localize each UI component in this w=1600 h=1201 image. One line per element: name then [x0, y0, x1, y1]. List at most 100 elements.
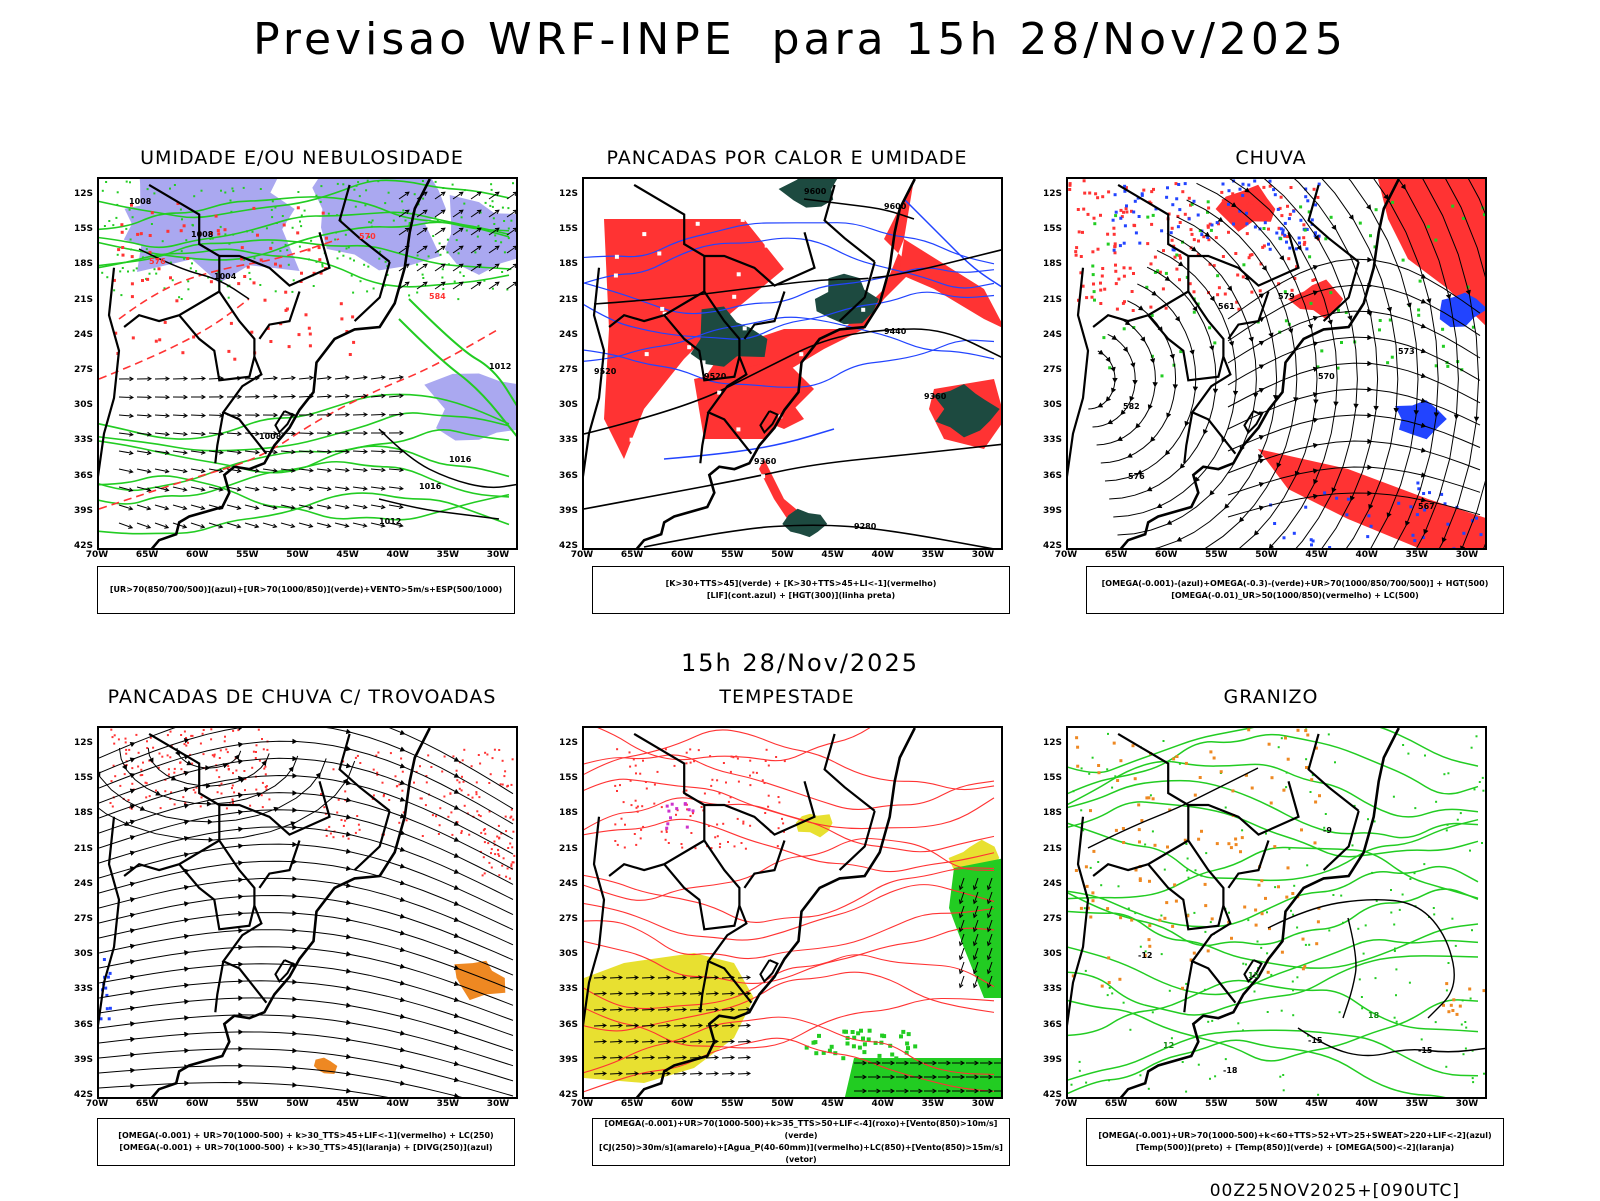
lat-tick-label: 36S — [65, 471, 93, 481]
map-tempestade[interactable] — [582, 726, 1003, 1099]
contour-label: -18 — [1223, 1066, 1238, 1075]
lat-tick-label: 24S — [65, 879, 93, 889]
lat-tick-label: 18S — [65, 808, 93, 818]
lat-tick-label: 27S — [550, 914, 578, 924]
lat-tick-label: 30S — [1034, 949, 1062, 959]
lat-tick-label: 18S — [550, 808, 578, 818]
lat-tick-label: 27S — [65, 365, 93, 375]
streamlines — [99, 728, 513, 1099]
main-title: Previsao WRF-INPE para 15h 28/Nov/2025 — [0, 14, 1600, 65]
lon-tick-label: 45W — [1302, 1099, 1332, 1109]
lon-tick-label: 60W — [667, 1099, 697, 1109]
lon-tick-label: 50W — [768, 550, 798, 560]
lon-tick-label: 45W — [333, 1099, 363, 1109]
legend-pancadas-calor: [K>30+TTS>45](verde) + [K>30+TTS>45+LI<-… — [592, 566, 1010, 614]
lat-tick-label: 33S — [65, 984, 93, 994]
lat-tick-label: 24S — [1034, 879, 1062, 889]
legend-line: [K>30+TTS>45](verde) + [K>30+TTS>45+LI<-… — [593, 578, 1009, 590]
lat-tick-label: 15S — [1034, 224, 1062, 234]
water-red-contour — [584, 885, 994, 940]
wind-green-area — [844, 1058, 1003, 1099]
lat-tick-label: 12S — [550, 189, 578, 199]
lon-tick-label: 70W — [1051, 550, 1081, 560]
lat-tick-label: 21S — [550, 844, 578, 854]
temp850-green — [1068, 911, 1478, 968]
lat-tick-label: 15S — [65, 224, 93, 234]
contour-label: 1004 — [214, 272, 237, 281]
water-red-contour — [584, 779, 994, 828]
water-red-contour — [584, 909, 994, 959]
lon-tick-label: 45W — [818, 1099, 848, 1109]
lat-tick-label: 36S — [550, 471, 578, 481]
contour-label: -15 — [1308, 1036, 1323, 1045]
lon-tick-label: 45W — [818, 550, 848, 560]
lat-tick-label: 36S — [1034, 471, 1062, 481]
lon-tick-label: 50W — [283, 1099, 313, 1109]
contour-label: 1008 — [191, 230, 214, 239]
contour-label: 9280 — [854, 522, 877, 531]
temp850-green — [1068, 847, 1478, 899]
lon-tick-label: 35W — [918, 1099, 948, 1109]
map-trovoadas[interactable] — [97, 726, 518, 1099]
lon-tick-label: 35W — [433, 1099, 463, 1109]
contour-label: 9520 — [594, 367, 617, 376]
lat-tick-label: 24S — [550, 879, 578, 889]
lon-tick-label: 55W — [232, 550, 262, 560]
lat-tick-label: 33S — [550, 984, 578, 994]
lon-tick-label: 35W — [1402, 550, 1432, 560]
lon-tick-label: 40W — [1352, 1099, 1382, 1109]
contour-label: -12 — [1138, 951, 1152, 960]
contour-label: -9 — [1323, 826, 1332, 835]
speckle-field — [110, 728, 271, 810]
lon-tick-label: 30W — [483, 1099, 513, 1109]
lon-tick-label: 55W — [1201, 1099, 1231, 1109]
lon-tick-label: 65W — [132, 1099, 162, 1109]
legend-line: [OMEGA(-0.01)_UR>50(1000/850)(vermelho) … — [1087, 590, 1503, 602]
legend-line: [Temp(500)](preto) + [Temp(850)](verde) … — [1087, 1142, 1503, 1154]
lon-tick-label: 70W — [82, 550, 112, 560]
lat-tick-label: 27S — [1034, 914, 1062, 924]
lon-tick-label: 70W — [1051, 1099, 1081, 1109]
legend-line: [CJ(250)>30m/s](amarelo)+[Agua_P(40-60mm… — [593, 1142, 1009, 1166]
lat-tick-label: 30S — [65, 400, 93, 410]
temp500-black — [1268, 900, 1454, 1018]
lon-tick-label: 70W — [82, 1099, 112, 1109]
lon-tick-label: 65W — [617, 550, 647, 560]
convection-red-area — [899, 239, 1003, 329]
lon-tick-label: 50W — [283, 550, 313, 560]
lat-tick-label: 18S — [65, 259, 93, 269]
contour-label: 582 — [1123, 402, 1140, 411]
panel-title-chuva: CHUVA — [1061, 147, 1481, 169]
lat-tick-label: 36S — [65, 1020, 93, 1030]
lon-tick-label: 60W — [182, 1099, 212, 1109]
lon-tick-label: 60W — [1151, 1099, 1181, 1109]
lat-tick-label: 39S — [1034, 506, 1062, 516]
legend-umidade: [UR>70(850/700/500)](azul)+[UR>70(1000/8… — [97, 566, 515, 614]
contour-label: 9600 — [804, 187, 827, 196]
contour-label: 1016 — [449, 455, 472, 464]
legend-line: [OMEGA(-0.001)-(azul)+OMEGA(-0.3)-(verde… — [1087, 578, 1503, 590]
green-contour — [99, 493, 509, 534]
speckle-field — [1442, 982, 1486, 1016]
legend-line: [OMEGA(-0.001) + UR>70(1000-500) + k>30_… — [98, 1142, 514, 1154]
speckle-field — [1071, 728, 1488, 1099]
lon-tick-label: 40W — [1352, 550, 1382, 560]
lon-tick-label: 30W — [483, 550, 513, 560]
lat-tick-label: 21S — [550, 295, 578, 305]
lat-tick-label: 21S — [1034, 295, 1062, 305]
panel-title-pancadas-calor: PANCADAS POR CALOR E UMIDADE — [577, 147, 997, 169]
contour-label: 12 — [1163, 1041, 1174, 1050]
lat-tick-label: 12S — [65, 738, 93, 748]
lon-tick-label: 65W — [132, 550, 162, 560]
lon-tick-label: 70W — [567, 550, 597, 560]
lon-tick-label: 60W — [182, 550, 212, 560]
lon-tick-label: 40W — [868, 1099, 898, 1109]
lon-tick-label: 50W — [1252, 1099, 1282, 1109]
lat-tick-label: 30S — [550, 400, 578, 410]
contour-label: 15 — [1248, 971, 1260, 980]
contour-label: 573 — [1398, 347, 1415, 356]
